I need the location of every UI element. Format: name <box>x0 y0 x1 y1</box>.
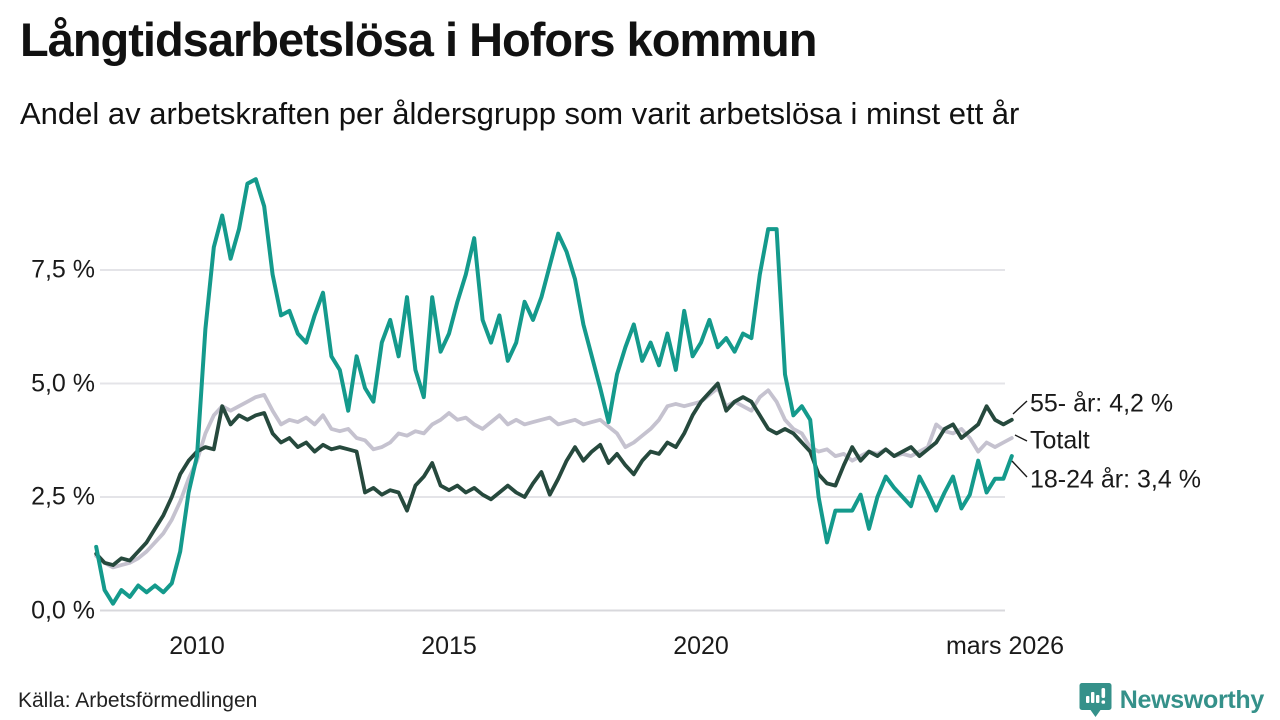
page-subtitle: Andel av arbetskraften per åldersgrupp s… <box>20 96 1020 131</box>
page-title: Långtidsarbetslösa i Hofors kommun <box>20 13 817 66</box>
gridlines <box>100 269 1005 612</box>
x-tick-label: 2010 <box>169 632 225 660</box>
y-tick-label: 5,0 % <box>31 369 95 397</box>
series-line-totalt <box>94 386 1014 570</box>
x-tick-label: 2020 <box>673 632 729 660</box>
newsworthy-logo-icon <box>1079 683 1112 717</box>
annotation-leader-lines <box>1011 400 1028 478</box>
x-tick-label: 2015 <box>421 632 477 660</box>
series-end-label-totalt: Totalt <box>1030 426 1090 455</box>
y-tick-label: 0,0 % <box>31 596 95 624</box>
series-lines <box>94 177 1014 606</box>
series-line-55-r <box>94 381 1014 567</box>
source-note: Källa: Arbetsförmedlingen <box>18 689 258 712</box>
y-tick-label: 7,5 % <box>31 255 95 284</box>
series-end-label-18-24: 18-24 år: 3,4 % <box>1030 465 1201 494</box>
series-line-18-24-r <box>94 177 1014 606</box>
newsworthy-wordmark: Newsworthy <box>1119 685 1265 714</box>
newsworthy-brand: Newsworthy <box>1079 682 1264 718</box>
x-tick-label: mars 2026 <box>945 632 1065 660</box>
y-tick-label: 2,5 % <box>31 482 95 511</box>
series-end-label-55: 55- år: 4,2 % <box>1030 389 1174 418</box>
